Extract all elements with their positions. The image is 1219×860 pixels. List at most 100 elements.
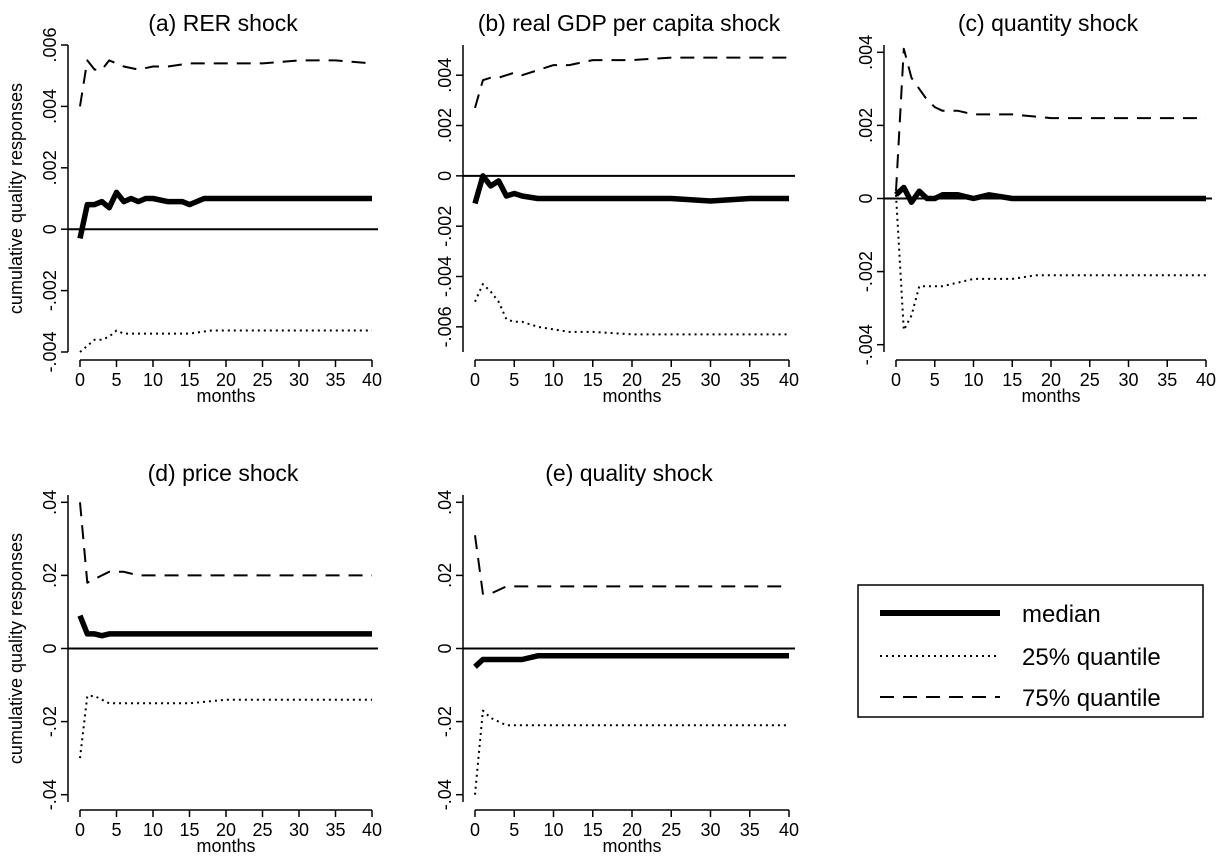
panel-title: (d) price shock: [148, 460, 299, 486]
legend-label-75-quantile: 75% quantile: [1022, 685, 1161, 712]
x-tick-label: 35: [740, 370, 760, 390]
panel-0: (a) RER shock -.004 -.002 0 .002 .004 .006 0 5 10…: [6, 10, 382, 406]
legend-label-median: median: [1022, 601, 1101, 628]
series-line-median: [475, 176, 789, 204]
panel-title: (e) quality shock: [545, 460, 713, 486]
y-tick-label: 0: [856, 193, 876, 203]
y-tick-label: -.004: [856, 324, 876, 365]
series-line-75-quantile: [475, 58, 789, 108]
y-tick-label: .004: [40, 89, 60, 124]
x-axis-label: months: [602, 836, 661, 856]
y-tick-label: 0: [435, 643, 455, 653]
x-tick-label: 30: [700, 820, 720, 840]
panel-2: (c) quantity shock -.004 -.002 0 .002 .004 0 5 1…: [856, 10, 1216, 406]
x-tick-label: 40: [1196, 370, 1216, 390]
series-line-25-quantile: [80, 696, 372, 758]
x-tick-label: 15: [1002, 370, 1022, 390]
x-tick-label: 10: [143, 820, 163, 840]
legend-label-25-quantile: 25% quantile: [1022, 644, 1161, 671]
x-tick-label: 35: [740, 820, 760, 840]
series-line-25-quantile: [475, 284, 789, 334]
x-tick-label: 0: [75, 370, 85, 390]
y-tick-label: 0: [40, 224, 60, 234]
series-line-median: [475, 656, 789, 667]
y-tick-label: -.02: [40, 706, 60, 737]
x-tick-label: 10: [143, 370, 163, 390]
series-line-median: [80, 192, 372, 238]
x-tick-label: 0: [470, 370, 480, 390]
x-tick-label: 25: [661, 370, 681, 390]
y-axis-label: cumulative quality responses: [6, 533, 26, 764]
panels-group: (a) RER shock -.004 -.002 0 .002 .004 .006 0 5 10…: [6, 10, 1216, 856]
x-tick-label: 25: [1080, 370, 1100, 390]
y-tick-label: 0: [435, 171, 455, 181]
x-tick-label: 40: [779, 370, 799, 390]
x-axis-label: months: [196, 386, 255, 406]
y-tick-label: -.004: [435, 256, 455, 297]
y-axis-label: cumulative quality responses: [6, 83, 26, 314]
y-tick-label: -.004: [40, 331, 60, 372]
y-tick-label: .004: [435, 58, 455, 93]
panel-3: (d) price shock -.04 -.02 0 .02 .04 0 5 10 15 20 25…: [6, 460, 382, 856]
series-line-75-quantile: [80, 60, 372, 106]
x-tick-label: 15: [583, 370, 603, 390]
x-tick-label: 25: [661, 820, 681, 840]
x-tick-label: 10: [543, 820, 563, 840]
x-tick-label: 35: [1157, 370, 1177, 390]
x-tick-label: 40: [779, 820, 799, 840]
y-tick-label: -.04: [40, 779, 60, 810]
y-tick-label: -.002: [435, 206, 455, 247]
x-tick-label: 30: [1118, 370, 1138, 390]
panel-title: (b) real GDP per capita shock: [478, 10, 781, 36]
y-tick-label: .002: [856, 108, 876, 143]
x-tick-label: 35: [325, 820, 345, 840]
x-axis-label: months: [196, 836, 255, 856]
series-line-25-quantile: [80, 331, 372, 353]
y-tick-label: -.04: [435, 779, 455, 810]
x-tick-label: 10: [543, 370, 563, 390]
y-tick-label: .006: [40, 27, 60, 62]
series-line-75-quantile: [475, 535, 789, 594]
panel-4: (e) quality shock -.04 -.02 0 .02 .04 0 5 10 15 20…: [435, 460, 799, 856]
y-tick-label: -.02: [435, 706, 455, 737]
x-tick-label: 30: [289, 370, 309, 390]
x-tick-label: 0: [75, 820, 85, 840]
y-tick-label: 0: [40, 643, 60, 653]
x-tick-label: 5: [111, 370, 121, 390]
x-tick-label: 0: [891, 370, 901, 390]
x-tick-label: 5: [509, 820, 519, 840]
y-tick-label: .002: [435, 108, 455, 143]
x-tick-label: 40: [362, 820, 382, 840]
x-tick-label: 0: [470, 820, 480, 840]
panel-title: (a) RER shock: [148, 10, 298, 36]
legend-box: median 25% quantile 75% quantile: [858, 585, 1203, 717]
panel-1: (b) real GDP per capita shock -.006 -.004 -…: [435, 10, 799, 406]
y-tick-label: -.002: [40, 270, 60, 311]
x-tick-label: 15: [583, 820, 603, 840]
y-tick-label: .04: [435, 490, 455, 515]
y-tick-label: .002: [40, 150, 60, 185]
y-tick-label: .04: [40, 490, 60, 515]
x-axis-label: months: [602, 386, 661, 406]
x-tick-label: 5: [509, 370, 519, 390]
x-tick-label: 40: [362, 370, 382, 390]
series-line-75-quantile: [80, 502, 372, 582]
series-line-25-quantile: [896, 195, 1206, 330]
x-tick-label: 30: [289, 820, 309, 840]
x-tick-label: 35: [325, 370, 345, 390]
x-axis-label: months: [1021, 386, 1080, 406]
series-line-25-quantile: [475, 711, 789, 795]
y-tick-label: .02: [435, 563, 455, 588]
y-tick-label: .02: [40, 563, 60, 588]
y-tick-label: -.002: [856, 251, 876, 292]
x-tick-label: 5: [930, 370, 940, 390]
y-tick-label: -.006: [435, 306, 455, 347]
x-tick-label: 30: [700, 370, 720, 390]
series-line-75-quantile: [896, 49, 1206, 192]
x-tick-label: 5: [111, 820, 121, 840]
x-tick-label: 10: [963, 370, 983, 390]
series-line-median: [80, 616, 372, 636]
panel-title: (c) quantity shock: [958, 10, 1139, 36]
series-line-median: [896, 188, 1206, 203]
